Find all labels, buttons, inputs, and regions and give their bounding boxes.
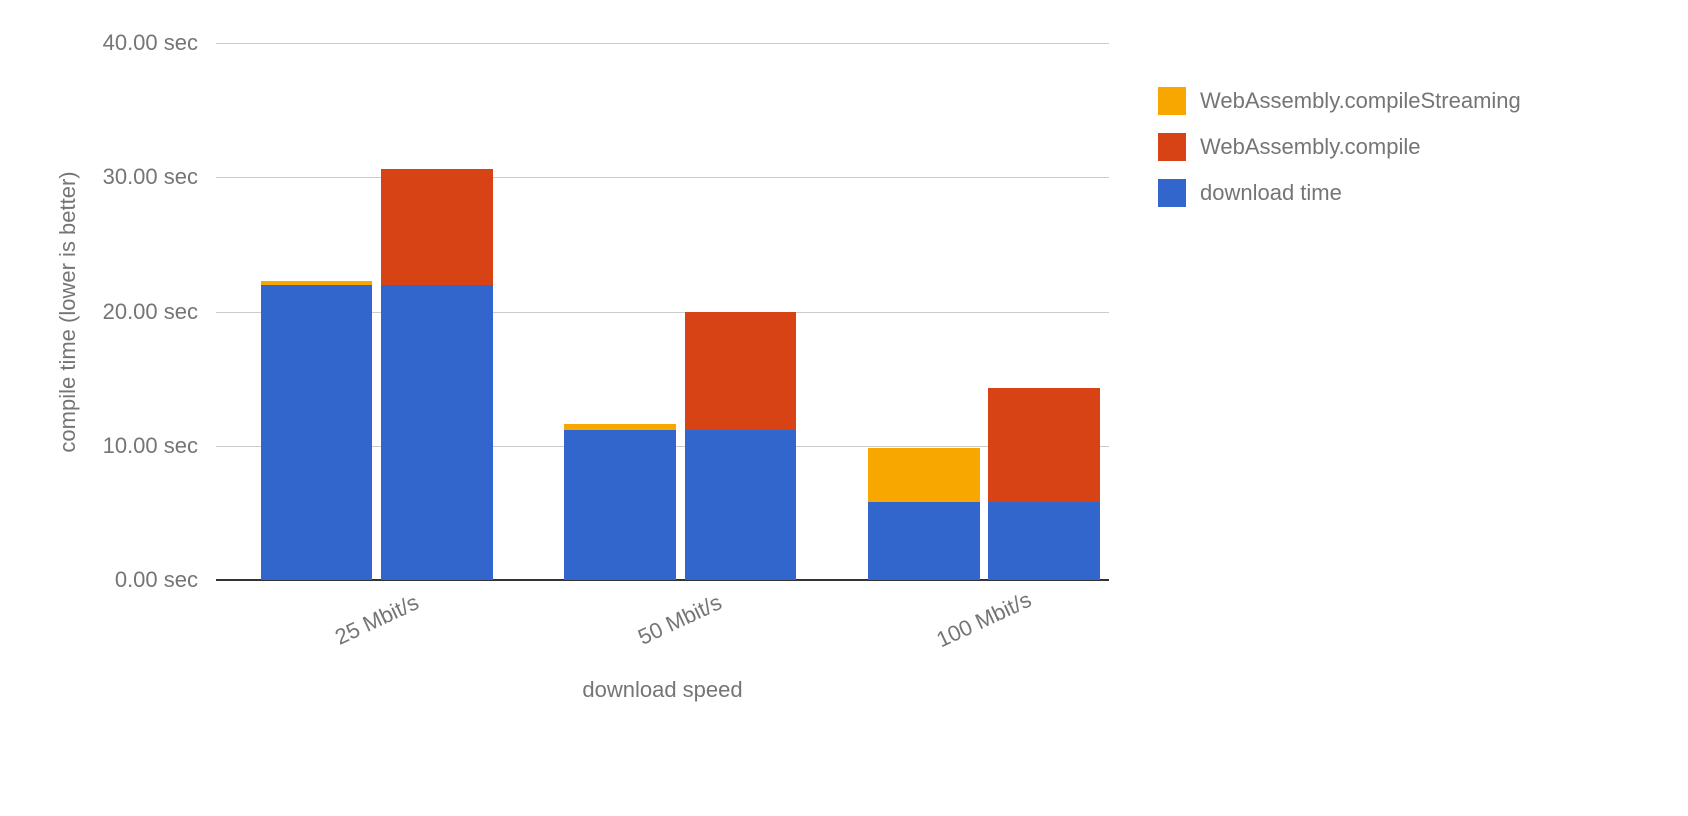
legend-label: WebAssembly.compile	[1200, 134, 1420, 160]
legend: WebAssembly.compileStreaming WebAssembly.…	[1158, 78, 1521, 216]
y-tick-label: 0.00 sec	[0, 567, 198, 593]
legend-label: WebAssembly.compileStreaming	[1200, 88, 1521, 114]
x-tick-label: 50 Mbit/s	[634, 589, 726, 650]
y-tick-label: 30.00 sec	[0, 164, 198, 190]
legend-swatch	[1158, 179, 1186, 207]
bar-segment	[564, 430, 676, 580]
legend-swatch	[1158, 133, 1186, 161]
x-tick-label: 25 Mbit/s	[331, 589, 423, 650]
bar-segment	[261, 285, 373, 580]
bar-segment	[685, 312, 797, 430]
y-tick-label: 10.00 sec	[0, 433, 198, 459]
grid-line	[216, 43, 1109, 44]
legend-item: WebAssembly.compile	[1158, 124, 1521, 170]
grid-line	[216, 177, 1109, 178]
bar-segment	[868, 502, 980, 580]
bar-segment	[381, 169, 493, 284]
legend-swatch	[1158, 87, 1186, 115]
y-tick-label: 20.00 sec	[0, 299, 198, 325]
legend-item: download time	[1158, 170, 1521, 216]
bar-segment	[261, 281, 373, 285]
bar-segment	[381, 285, 493, 580]
bar-segment	[988, 388, 1100, 502]
chart-container: 0.00 sec 10.00 sec 20.00 sec 30.00 sec 40.00…	[0, 0, 1688, 816]
bar-segment	[685, 430, 797, 580]
x-axis-label: download speed	[582, 677, 742, 703]
y-tick-label: 40.00 sec	[0, 30, 198, 56]
legend-item: WebAssembly.compileStreaming	[1158, 78, 1521, 124]
legend-label: download time	[1200, 180, 1342, 206]
y-axis-label: compile time (lower is better)	[55, 171, 81, 452]
x-tick-label: 100 Mbit/s	[932, 587, 1035, 653]
bar-segment	[564, 424, 676, 429]
plot-area: 0.00 sec10.00 sec20.00 sec30.00 sec40.00…	[216, 43, 1109, 580]
bar-segment	[868, 448, 980, 502]
bar-segment	[988, 502, 1100, 580]
